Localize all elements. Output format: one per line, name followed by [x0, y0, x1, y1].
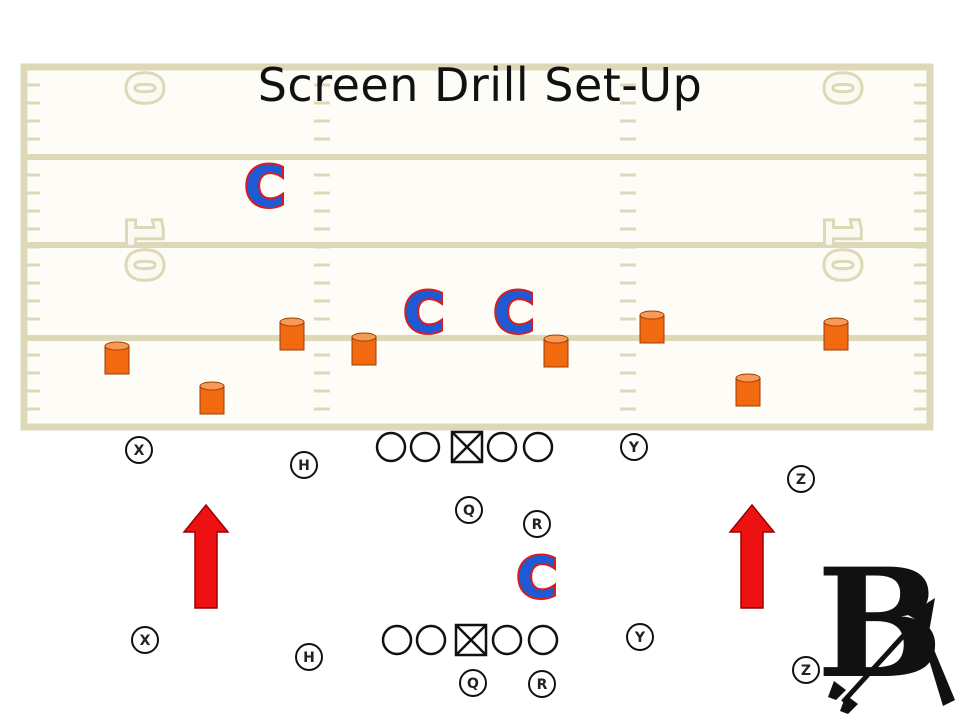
cone-icon — [823, 317, 849, 351]
offensive-line — [375, 430, 554, 464]
player-label: H — [303, 650, 315, 666]
yard-number: 0 — [815, 72, 869, 104]
yard-number: 0 — [815, 249, 869, 281]
lineman — [527, 624, 559, 656]
lineman — [522, 431, 554, 463]
lineman — [491, 624, 523, 656]
lineman — [375, 431, 407, 463]
player-label: Y — [628, 440, 640, 456]
cone-icon — [543, 334, 569, 368]
player-label: Z — [796, 472, 806, 488]
lineman — [415, 624, 447, 656]
formation-bottom: X H Y Z Q R — [131, 623, 820, 698]
lineman — [381, 624, 413, 656]
coverage-marker-c: C — [403, 281, 444, 346]
player-label: H — [298, 458, 310, 474]
cone-icon — [199, 381, 225, 415]
player-label: Z — [801, 663, 811, 679]
hash-marks — [24, 83, 930, 411]
formation-top: X H Y Z Q R — [125, 430, 815, 538]
cone-icon — [639, 310, 665, 344]
player-q: Q — [455, 496, 483, 524]
player-h: H — [295, 643, 323, 671]
player-x: X — [125, 436, 153, 464]
player-x: X — [131, 626, 159, 654]
page-title: Screen Drill Set-Up — [257, 58, 703, 112]
player-z: Z — [787, 465, 815, 493]
cone-icon — [104, 341, 130, 375]
yard-number: 1 — [117, 216, 171, 248]
cone-icon — [279, 317, 305, 351]
player-label: X — [140, 633, 151, 649]
player-y: Y — [620, 433, 648, 461]
football-field: 0 0 1 1 0 0 — [20, 63, 934, 431]
player-label: R — [532, 517, 543, 533]
center-mark — [451, 431, 483, 463]
player-q: Q — [459, 669, 487, 697]
coverage-marker-c: C — [493, 281, 534, 346]
player-label: Q — [463, 503, 475, 519]
player-label: R — [537, 677, 548, 693]
coverage-marker-c: C — [516, 546, 557, 611]
team-logo: B — [817, 536, 955, 714]
lineman — [486, 431, 518, 463]
arrow-up-icon — [182, 503, 230, 609]
arrow-up-icon — [728, 503, 776, 609]
coverage-marker-c: C — [244, 155, 285, 220]
cone-icon — [351, 332, 377, 366]
player-label: Y — [634, 630, 646, 646]
yard-number: 0 — [117, 249, 171, 281]
center-mark — [455, 624, 487, 656]
cone-icon — [735, 373, 761, 407]
player-y: Y — [626, 623, 654, 651]
yard-number: 0 — [117, 72, 171, 104]
lineman — [409, 431, 441, 463]
arrow-logo-icon — [828, 598, 955, 714]
player-r: R — [523, 510, 551, 538]
player-z: Z — [792, 656, 820, 684]
cones — [104, 310, 849, 415]
offensive-line — [381, 623, 559, 657]
player-h: H — [290, 451, 318, 479]
yard-number: 1 — [815, 216, 869, 248]
player-label: X — [134, 443, 145, 459]
player-r: R — [528, 670, 556, 698]
player-label: Q — [467, 676, 479, 692]
